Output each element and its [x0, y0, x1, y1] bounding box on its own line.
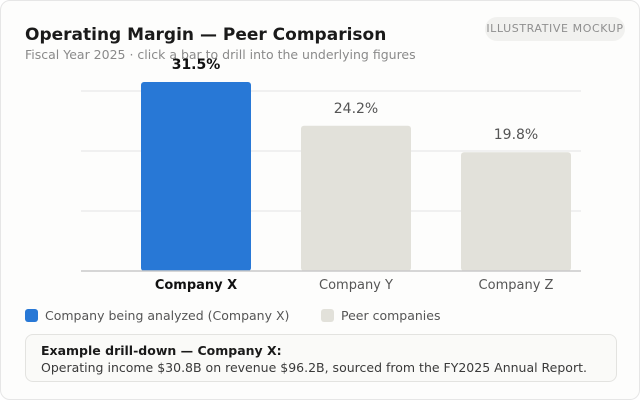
bar-company-x[interactable]: [141, 82, 251, 271]
drill-down-title: Example drill-down — Company X:: [41, 343, 282, 358]
x-tick-label: Company Z: [479, 278, 554, 293]
x-tick-label: Company Y: [319, 278, 393, 293]
legend-swatch-peers: [321, 308, 334, 322]
legend-swatch-analyzed: [25, 308, 38, 322]
x-tick-label: Company X: [155, 278, 237, 293]
chart-subtitle: Fiscal Year 2025 · click a bar to drill …: [25, 47, 416, 62]
bar-company-y[interactable]: [301, 125, 411, 271]
legend-item-peers[interactable]: Peer companies: [321, 307, 440, 323]
drill-down-body: Operating income $30.8B on revenue $96.2…: [41, 360, 587, 375]
bar-chart: 31.5% Company X 24.2% Company Y 19.8% Company…: [81, 57, 581, 293]
mockup-badge: ILLUSTRATIVE MOCKUP: [485, 17, 625, 41]
drill-down-panel: Example drill-down — Company X: Operatin…: [25, 334, 617, 382]
legend-label-analyzed: Company being analyzed (Company X): [45, 307, 290, 323]
legend-label-peers: Peer companies: [341, 307, 441, 323]
bar-value-label: 19.8%: [494, 127, 538, 143]
bar-company-z[interactable]: [461, 152, 571, 271]
bar-value-label: 24.2%: [334, 101, 378, 117]
legend-item-analyzed[interactable]: Company being analyzed (Company X): [25, 307, 289, 323]
bar-value-label: 31.5%: [172, 57, 221, 73]
chart-title: Operating Margin — Peer Comparison: [25, 25, 387, 45]
